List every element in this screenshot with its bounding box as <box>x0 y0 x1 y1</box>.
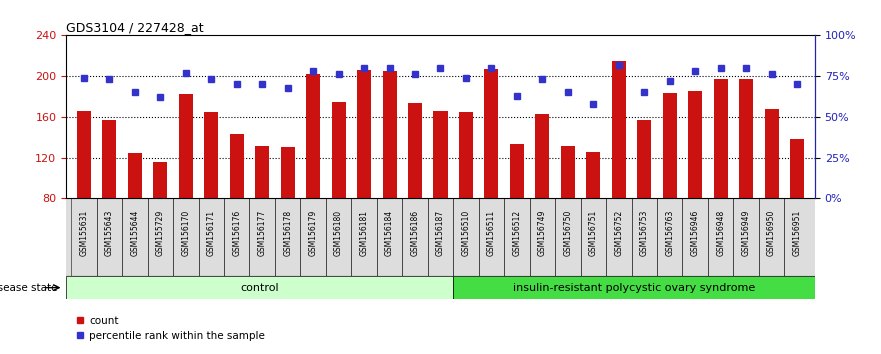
Bar <box>97 198 122 276</box>
Bar <box>510 144 524 280</box>
Bar <box>561 146 575 280</box>
Bar <box>230 134 244 280</box>
Bar <box>714 79 728 280</box>
Bar <box>306 74 320 280</box>
Bar <box>66 276 453 299</box>
Bar <box>331 102 345 280</box>
Bar <box>459 112 473 280</box>
Text: insulin-resistant polycystic ovary syndrome: insulin-resistant polycystic ovary syndr… <box>513 282 755 293</box>
Bar <box>759 198 784 276</box>
Bar <box>765 109 779 280</box>
Text: GSM155729: GSM155729 <box>156 210 165 256</box>
Bar <box>300 198 326 276</box>
Bar <box>433 111 448 280</box>
Bar <box>148 198 173 276</box>
Bar <box>198 198 224 276</box>
Bar <box>326 198 352 276</box>
Text: GSM156951: GSM156951 <box>793 210 802 256</box>
Bar <box>382 71 396 280</box>
Bar <box>688 91 702 280</box>
Bar <box>581 198 606 276</box>
Bar <box>708 198 733 276</box>
Text: GSM156753: GSM156753 <box>640 210 648 256</box>
Text: GSM156180: GSM156180 <box>334 210 343 256</box>
Bar <box>408 103 422 280</box>
Text: GSM156171: GSM156171 <box>207 210 216 256</box>
Bar <box>66 198 71 276</box>
Text: GSM156178: GSM156178 <box>283 210 292 256</box>
Text: GSM156511: GSM156511 <box>487 210 496 256</box>
Bar <box>249 198 275 276</box>
Text: GSM156177: GSM156177 <box>258 210 267 256</box>
Bar <box>71 198 97 276</box>
Bar <box>275 198 300 276</box>
Bar <box>606 198 632 276</box>
Bar <box>657 198 683 276</box>
Text: GSM156170: GSM156170 <box>181 210 190 256</box>
Text: GSM156950: GSM156950 <box>767 210 776 256</box>
Text: GSM156752: GSM156752 <box>614 210 623 256</box>
Bar <box>663 93 677 280</box>
Bar <box>153 161 167 280</box>
Bar <box>810 198 815 276</box>
Bar <box>504 198 529 276</box>
Bar <box>352 198 377 276</box>
Text: GSM156948: GSM156948 <box>716 210 725 256</box>
Bar <box>179 95 193 280</box>
Bar <box>784 198 810 276</box>
Bar <box>173 198 198 276</box>
Text: GSM156750: GSM156750 <box>563 210 573 256</box>
Text: GDS3104 / 227428_at: GDS3104 / 227428_at <box>66 21 204 34</box>
Bar <box>204 112 218 280</box>
Bar <box>529 198 555 276</box>
Text: GSM156946: GSM156946 <box>691 210 700 256</box>
Bar <box>224 198 249 276</box>
Bar <box>555 198 581 276</box>
Bar <box>128 154 142 280</box>
Bar <box>733 198 759 276</box>
Bar <box>122 198 148 276</box>
Text: GSM155631: GSM155631 <box>79 210 88 256</box>
Bar <box>255 146 270 280</box>
Text: disease state: disease state <box>0 282 57 293</box>
Text: GSM156510: GSM156510 <box>462 210 470 256</box>
Text: GSM156763: GSM156763 <box>665 210 674 256</box>
Text: control: control <box>241 282 279 293</box>
Text: GSM156184: GSM156184 <box>385 210 394 256</box>
Text: GSM156181: GSM156181 <box>359 210 368 256</box>
Legend: count, percentile rank within the sample: count, percentile rank within the sample <box>71 312 269 345</box>
Bar <box>637 120 651 280</box>
Text: GSM156949: GSM156949 <box>742 210 751 256</box>
Text: GSM156187: GSM156187 <box>436 210 445 256</box>
Text: GSM156512: GSM156512 <box>513 210 522 256</box>
Text: GSM156186: GSM156186 <box>411 210 419 256</box>
Bar <box>683 198 708 276</box>
Text: GSM156176: GSM156176 <box>233 210 241 256</box>
Bar <box>790 139 804 280</box>
Bar <box>536 114 550 280</box>
Bar <box>77 111 91 280</box>
Bar <box>739 79 753 280</box>
Text: GSM156179: GSM156179 <box>308 210 318 256</box>
Bar <box>587 153 600 280</box>
Text: GSM156749: GSM156749 <box>538 210 547 256</box>
Bar <box>377 198 403 276</box>
Text: GSM156751: GSM156751 <box>589 210 598 256</box>
Bar <box>478 198 504 276</box>
Bar <box>403 198 428 276</box>
Bar <box>453 276 815 299</box>
Bar <box>281 147 294 280</box>
Bar <box>428 198 453 276</box>
Bar <box>632 198 657 276</box>
Bar <box>611 61 626 280</box>
Text: GSM155643: GSM155643 <box>105 210 114 256</box>
Bar <box>485 69 499 280</box>
Bar <box>453 198 478 276</box>
Bar <box>102 120 116 280</box>
Bar <box>357 70 371 280</box>
Text: GSM155644: GSM155644 <box>130 210 139 256</box>
